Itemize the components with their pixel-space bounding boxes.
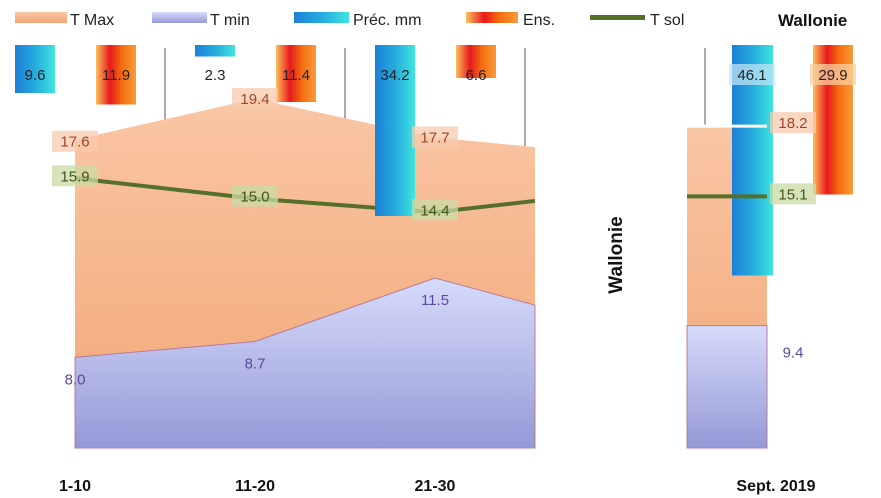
- prec-label: 9.6: [25, 67, 46, 84]
- legend-swatch-tsol: [590, 15, 645, 20]
- tsol-label-bg: [412, 199, 458, 221]
- month-tsol-label-group: 15.1: [770, 183, 816, 205]
- prec-label-group: 9.6: [25, 67, 46, 84]
- month-tsol-label: 15.1: [778, 186, 807, 203]
- legend-label-ens: Ens.: [523, 12, 555, 29]
- tsol-label-group: 15.9: [52, 165, 98, 187]
- tmin-label: 11.5: [421, 292, 449, 309]
- tmax-label: 17.7: [420, 129, 449, 146]
- prec-label-group: 34.2: [380, 67, 409, 84]
- tsol-label-group: 15.0: [232, 185, 278, 207]
- side-region-label: Wallonie: [606, 216, 627, 293]
- tsol-label: 15.0: [240, 189, 269, 206]
- tmax-label-bg: [412, 126, 458, 148]
- tmax-label: 19.4: [240, 91, 269, 108]
- ens-label-group: 6.6: [466, 67, 487, 84]
- tsol-label-bg: [52, 165, 98, 187]
- month-prec-label-bg: [729, 64, 775, 85]
- x-tick-label: 21-30: [415, 478, 456, 495]
- tmin-label: 8.7: [245, 355, 266, 372]
- tmax-label-bg: [52, 130, 98, 152]
- month-prec-label-group: 46.1: [729, 64, 775, 85]
- x-tick-label: 11-20: [235, 478, 275, 495]
- month-tmax-label: 18.2: [778, 115, 807, 132]
- tmax-label-bg: [232, 87, 278, 109]
- month-ens-label-group: 29.9: [810, 64, 856, 85]
- ens-label-group: 11.4: [282, 67, 310, 84]
- tsol-label-group: 14.4: [412, 199, 458, 221]
- tmax-label-group: 19.4: [232, 87, 278, 109]
- legend-swatch-tmin: [152, 12, 207, 23]
- tsol-line: [74, 176, 536, 215]
- tsol-label: 15.9: [60, 168, 89, 185]
- x-tick-label: Sept. 2019: [736, 478, 815, 495]
- ens-bar: [456, 45, 496, 78]
- legend-swatch-ens: [466, 12, 518, 23]
- tmin-area: [74, 277, 536, 449]
- month-tmin-label: 9.4: [783, 345, 804, 362]
- prec-bar: [15, 45, 55, 93]
- temperature-areas: [74, 98, 536, 449]
- region-label: Wallonie: [778, 11, 847, 30]
- legend: T Max T min Préc. mm Ens. T sol Wallonie: [15, 11, 847, 30]
- tmax-label-group: 17.7: [412, 126, 458, 148]
- legend-label-tmax: T Max: [70, 12, 114, 29]
- tmin-label-group: 8.0: [65, 371, 86, 388]
- prec-bar: [195, 45, 235, 57]
- month-tmax-label-bg: [770, 112, 816, 134]
- top-bars: [15, 45, 496, 216]
- tmin-label: 8.0: [65, 371, 86, 388]
- ens-label: 6.6: [466, 67, 487, 84]
- tmax-label: 17.6: [60, 134, 89, 151]
- legend-label-prec: Préc. mm: [353, 12, 421, 29]
- legend-label-tmin: T min: [210, 12, 250, 29]
- tmax-label-group: 17.6: [52, 130, 98, 152]
- data-labels: 17.6 19.4 17.7 8.0 8.7 11.5 15.9 15.0 14.4 9.6 2.3…: [25, 64, 856, 388]
- legend-swatch-tmax: [15, 12, 67, 23]
- prec-bar: [375, 45, 415, 216]
- month-tmin-label-group: 9.4: [783, 345, 804, 362]
- monthly-summary: [686, 45, 853, 449]
- ens-label: 11.9: [102, 67, 130, 84]
- month-tmax-label-group: 18.2: [770, 112, 816, 134]
- prec-label: 2.3: [205, 67, 226, 84]
- month-tmin-area: [686, 325, 768, 449]
- month-tsol-label-bg: [770, 183, 816, 205]
- legend-label-tsol: T sol: [650, 12, 684, 29]
- month-prec-label: 46.1: [737, 67, 766, 84]
- x-axis: 1-10 11-20 21-30 Sept. 2019: [59, 478, 816, 495]
- x-tick-label: 1-10: [59, 478, 91, 495]
- ens-label: 11.4: [282, 67, 310, 84]
- month-ens-label-bg: [810, 64, 856, 85]
- ens-bar: [276, 45, 316, 102]
- tmin-label-group: 11.5: [421, 292, 449, 309]
- prec-label-group: 2.3: [205, 67, 226, 84]
- month-ens-label: 29.9: [818, 67, 847, 84]
- ens-bar: [96, 45, 136, 105]
- tsol-label: 14.4: [420, 202, 449, 219]
- tsol-label-bg: [232, 185, 278, 207]
- ens-label-group: 11.9: [102, 67, 130, 84]
- tmin-label-group: 8.7: [245, 355, 266, 372]
- prec-label: 34.2: [380, 67, 409, 84]
- legend-swatch-prec: [294, 12, 349, 23]
